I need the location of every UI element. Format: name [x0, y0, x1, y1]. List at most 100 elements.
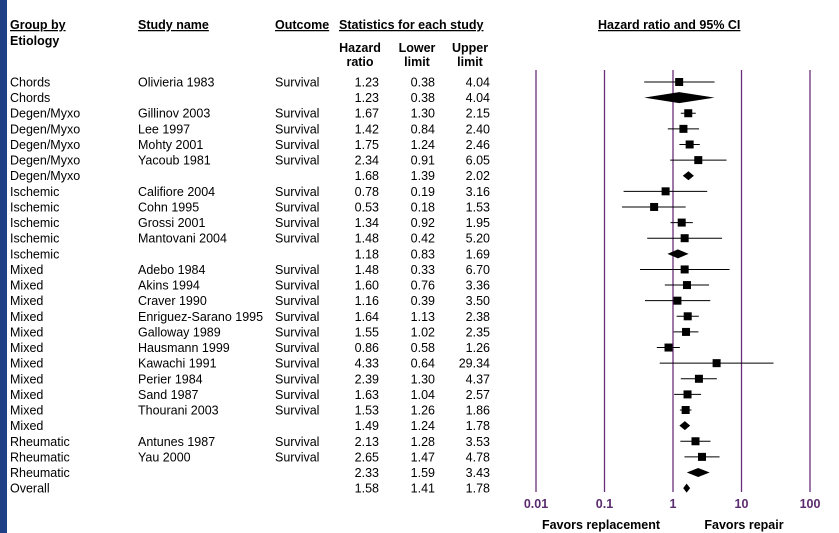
outcome-cell: Survival [275, 232, 319, 246]
chart-frame: Group by Etiology Study name Outcome Sta… [7, 0, 839, 533]
effect-square [681, 406, 690, 415]
outcome-cell: Survival [275, 325, 319, 339]
lower-limit-cell: 0.33 [411, 263, 435, 277]
outcome-cell: Survival [275, 372, 319, 386]
group-cell: Degen/Myxo [10, 107, 80, 121]
outcome-cell: Survival [275, 154, 319, 168]
lower-limit-cell: 1.39 [411, 169, 435, 183]
upper-limit-cell: 29.34 [459, 357, 490, 371]
lower-limit-cell: 0.83 [411, 247, 435, 261]
outcome-cell: Survival [275, 294, 319, 308]
outcome-cell: Survival [275, 404, 319, 418]
study-cell: Akins 1994 [138, 279, 200, 293]
upper-limit-cell: 2.02 [466, 169, 490, 183]
upper-limit-cell: 1.26 [466, 341, 490, 355]
group-cell: Mixed [10, 279, 43, 293]
group-cell: Degen/Myxo [10, 169, 80, 183]
lower-limit-cell: 1.30 [411, 107, 435, 121]
effect-square [664, 343, 673, 352]
group-cell: Chords [10, 91, 50, 105]
lower-limit-cell: 1.24 [411, 138, 435, 152]
lower-limit-cell: 0.19 [411, 185, 435, 199]
header-upper-limit: limit [457, 55, 484, 69]
effect-square [661, 187, 670, 196]
summary-diamond [682, 171, 694, 181]
outcome-cell: Survival [275, 185, 319, 199]
study-cell: Yau 2000 [138, 450, 191, 464]
upper-limit-cell: 2.57 [466, 388, 490, 402]
header-ratio: ratio [346, 55, 373, 69]
forest-plot: Group by Etiology Study name Outcome Sta… [10, 18, 821, 532]
outcome-cell: Survival [275, 122, 319, 136]
summary-diamond [679, 421, 691, 431]
summary-diamond [667, 249, 689, 259]
study-cell: Grossi 2001 [138, 216, 205, 230]
header-group: Group by [10, 18, 66, 32]
lower-limit-cell: 0.64 [411, 357, 435, 371]
hazard-ratio-cell: 1.23 [355, 91, 379, 105]
group-cell: Mixed [10, 404, 43, 418]
upper-limit-cell: 1.53 [466, 200, 490, 214]
upper-limit-cell: 3.16 [466, 185, 490, 199]
group-cell: Rheumatic [10, 450, 70, 464]
lower-limit-cell: 0.76 [411, 279, 435, 293]
outcome-cell: Survival [275, 341, 319, 355]
group-cell: Degen/Myxo [10, 138, 80, 152]
header-lower: Lower [399, 41, 436, 55]
hazard-ratio-cell: 2.33 [355, 466, 379, 480]
outcome-cell: Survival [275, 76, 319, 90]
summary-diamond [683, 483, 691, 493]
group-cell: Ischemic [10, 216, 59, 230]
lower-limit-cell: 1.13 [411, 310, 435, 324]
summary-diamond [644, 92, 715, 104]
lower-limit-cell: 1.26 [411, 404, 435, 418]
effect-square [682, 281, 691, 290]
study-cell: Enriguez-Sarano 1995 [138, 310, 263, 324]
hazard-ratio-cell: 1.58 [355, 482, 379, 496]
upper-limit-cell: 1.69 [466, 247, 490, 261]
reference-lines [535, 70, 811, 492]
lower-limit-cell: 0.84 [411, 122, 435, 136]
outcome-cell: Survival [275, 388, 319, 402]
hazard-ratio-cell: 0.86 [355, 341, 379, 355]
upper-limit-cell: 4.04 [466, 91, 490, 105]
hazard-ratio-cell: 1.55 [355, 325, 379, 339]
outcome-cell: Survival [275, 310, 319, 324]
group-cell: Rheumatic [10, 435, 70, 449]
summary-diamond [686, 468, 710, 477]
study-cell: Mantovani 2004 [138, 232, 227, 246]
effect-square [684, 109, 693, 118]
x-tick-label: 0.1 [596, 497, 613, 511]
lower-limit-cell: 0.58 [411, 341, 435, 355]
lower-limit-cell: 1.04 [411, 388, 435, 402]
lower-limit-cell: 1.28 [411, 435, 435, 449]
upper-limit-cell: 3.36 [466, 279, 490, 293]
study-cell: Olivieria 1983 [138, 76, 214, 90]
favors-replacement-label: Favors replacement [542, 518, 661, 532]
hazard-ratio-cell: 2.34 [355, 154, 379, 168]
hazard-ratio-cell: 1.63 [355, 388, 379, 402]
group-cell: Mixed [10, 357, 43, 371]
lower-limit-cell: 1.41 [411, 482, 435, 496]
group-cell: Degen/Myxo [10, 154, 80, 168]
group-cell: Mixed [10, 263, 43, 277]
effect-square [679, 124, 688, 133]
study-cell: Craver 1990 [138, 294, 207, 308]
header-plot-title: Hazard ratio and 95% CI [598, 18, 740, 32]
lower-limit-cell: 1.02 [411, 325, 435, 339]
hazard-ratio-cell: 1.48 [355, 232, 379, 246]
study-cell: Thourani 2003 [138, 404, 219, 418]
group-cell: Mixed [10, 388, 43, 402]
hazard-ratio-cell: 1.42 [355, 122, 379, 136]
group-cell: Mixed [10, 294, 43, 308]
lower-limit-cell: 0.91 [411, 154, 435, 168]
lower-limit-cell: 0.39 [411, 294, 435, 308]
group-cell: Rheumatic [10, 466, 70, 480]
effect-square [682, 327, 691, 336]
upper-limit-cell: 1.78 [466, 482, 490, 496]
upper-limit-cell: 3.53 [466, 435, 490, 449]
group-cell: Mixed [10, 372, 43, 386]
x-tick-label: 100 [800, 497, 821, 511]
lower-limit-cell: 1.47 [411, 450, 435, 464]
hazard-ratio-cell: 1.60 [355, 279, 379, 293]
